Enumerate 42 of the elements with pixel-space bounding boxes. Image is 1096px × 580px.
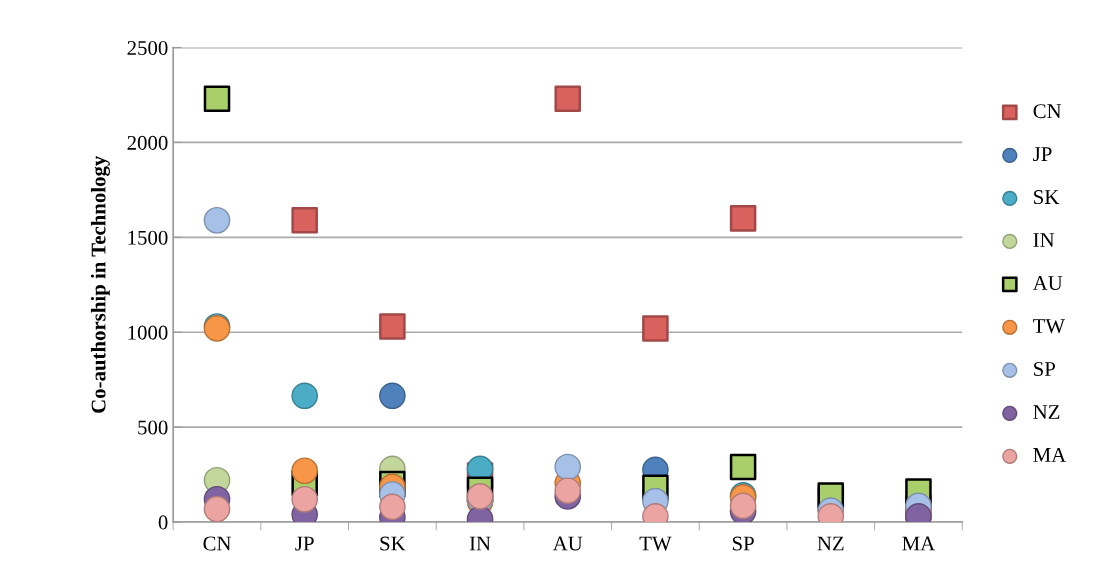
point bbox=[729, 492, 757, 520]
x-tick-label: IN bbox=[469, 536, 491, 551]
y-tick-label: 500 bbox=[138, 420, 168, 435]
legend-label: JP bbox=[1033, 147, 1052, 162]
point bbox=[379, 493, 406, 521]
legend-label: SP bbox=[1034, 362, 1056, 377]
point bbox=[729, 205, 757, 232]
point bbox=[554, 85, 582, 113]
legend-label: TW bbox=[1033, 319, 1066, 334]
x-tick-label: NZ bbox=[817, 536, 844, 551]
legend-label: AU bbox=[1032, 276, 1063, 291]
legend-label: IN bbox=[1033, 233, 1055, 247]
point bbox=[379, 382, 406, 410]
x-tick-label: SK bbox=[380, 536, 406, 551]
x-tick-label: MA bbox=[902, 536, 936, 551]
y-axis-title: Co-authorship in Technology bbox=[90, 155, 110, 413]
y-tick-label: 2500 bbox=[127, 40, 168, 55]
point bbox=[291, 206, 318, 234]
x-tick-label: AU bbox=[552, 536, 583, 551]
legend-label: SK bbox=[1034, 190, 1060, 205]
y-tick-label: 0 bbox=[158, 515, 168, 530]
point bbox=[203, 495, 231, 522]
x-tick-label: SP bbox=[732, 536, 754, 551]
point bbox=[291, 457, 318, 485]
point bbox=[379, 313, 406, 340]
y-tick-label: 1500 bbox=[128, 230, 168, 245]
point bbox=[642, 315, 669, 342]
point bbox=[203, 206, 231, 234]
point bbox=[291, 382, 318, 410]
y-tick-label: 1000 bbox=[128, 325, 168, 340]
point bbox=[203, 85, 231, 113]
x-tick-label: JP bbox=[295, 536, 314, 551]
x-tick-label: TW bbox=[639, 536, 672, 551]
point bbox=[554, 453, 582, 481]
point bbox=[554, 477, 582, 504]
y-tick-label: 2000 bbox=[127, 135, 168, 150]
legend-label: CN bbox=[1033, 104, 1062, 119]
x-tick-label: CN bbox=[203, 536, 231, 551]
legend-label: MA bbox=[1033, 448, 1067, 462]
point bbox=[729, 453, 757, 481]
point bbox=[291, 485, 318, 513]
legend-label: NZ bbox=[1033, 405, 1060, 419]
